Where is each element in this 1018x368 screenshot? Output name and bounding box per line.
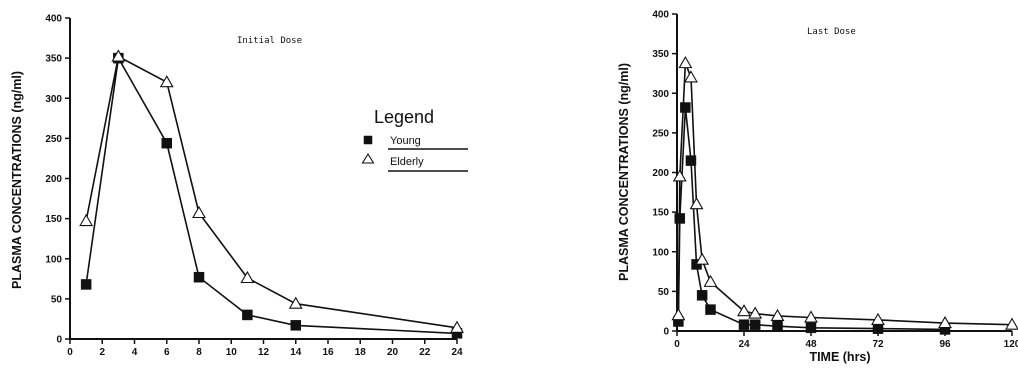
y-tick-label: 100 bbox=[652, 247, 669, 258]
data-point-elderly bbox=[79, 213, 94, 227]
series-line-young bbox=[85, 55, 458, 335]
legend-label-elderly: Elderly bbox=[390, 156, 424, 168]
x-tick-label: 6 bbox=[164, 347, 170, 358]
series-line-young bbox=[677, 107, 946, 331]
x-tick-group: 0 24 48 72 96 120 bbox=[674, 331, 1018, 350]
data-point-young bbox=[80, 279, 92, 290]
data-point-elderly bbox=[703, 274, 718, 287]
data-point-elderly bbox=[695, 252, 710, 265]
data-point-young bbox=[685, 155, 697, 166]
y-tick-label: 0 bbox=[56, 335, 62, 346]
y-tick-label: 350 bbox=[45, 54, 62, 65]
data-point-elderly bbox=[450, 320, 464, 333]
x-tick-group: 0 2 4 6 8 10 12 14 16 18 20 22 24 bbox=[67, 339, 463, 358]
x-tick-label: 0 bbox=[67, 347, 73, 358]
data-point-elderly bbox=[288, 296, 303, 309]
y-tick-label: 200 bbox=[652, 168, 669, 179]
data-point-young bbox=[161, 137, 172, 149]
data-point-young bbox=[805, 322, 817, 334]
data-point-elderly bbox=[111, 49, 126, 62]
x-tick-label: 20 bbox=[387, 347, 399, 358]
y-tick-label: 300 bbox=[652, 89, 669, 100]
data-point-young bbox=[290, 320, 301, 331]
x-tick-label: 4 bbox=[132, 347, 138, 358]
x-tick-label: 48 bbox=[805, 339, 817, 350]
x-tick-label: 8 bbox=[196, 347, 202, 358]
y-tick-label: 0 bbox=[663, 327, 669, 338]
data-point-young bbox=[705, 304, 716, 315]
data-point-elderly bbox=[1005, 317, 1018, 330]
legend-marker-elderly bbox=[361, 152, 375, 164]
x-tick-label: 24 bbox=[738, 339, 750, 350]
chart-title: Initial Dose bbox=[237, 36, 302, 46]
data-point-young bbox=[772, 320, 783, 332]
data-point-elderly bbox=[748, 306, 763, 319]
series-line-elderly bbox=[85, 55, 458, 329]
legend-label-young: Young bbox=[390, 135, 421, 147]
data-point-elderly bbox=[938, 315, 952, 329]
x-tick-label: 2 bbox=[99, 347, 105, 358]
y-tick-label: 300 bbox=[45, 94, 62, 105]
y-axis-label: PLASMA CONCENTRATIONS (ng/ml) bbox=[617, 63, 631, 281]
y-tick-group: 0 50 100 150 200 250 300 350 400 bbox=[45, 14, 70, 346]
y-tick-label: 200 bbox=[45, 174, 62, 185]
x-tick-label: 0 bbox=[674, 339, 680, 350]
y-tick-label: 400 bbox=[45, 14, 62, 25]
data-point-young bbox=[872, 323, 884, 334]
y-tick-label: 150 bbox=[652, 208, 669, 219]
y-tick-label: 250 bbox=[45, 134, 62, 145]
data-point-young bbox=[193, 271, 205, 283]
data-point-elderly bbox=[678, 56, 693, 69]
data-point-young bbox=[749, 319, 761, 330]
y-tick-group: 0 50 100 150 200 250 300 350 400 bbox=[652, 10, 677, 338]
legend-marker-young bbox=[363, 135, 373, 145]
series-group bbox=[79, 49, 464, 339]
x-tick-label: 120 bbox=[1004, 339, 1018, 350]
data-point-young bbox=[696, 290, 708, 301]
x-tick-label: 12 bbox=[258, 347, 270, 358]
legend: Legend Young Elderly bbox=[361, 107, 468, 172]
x-tick-label: 14 bbox=[290, 347, 302, 358]
data-point-elderly bbox=[159, 75, 174, 88]
y-tick-label: 100 bbox=[45, 254, 62, 265]
legend-title: Legend bbox=[374, 107, 434, 127]
y-tick-label: 50 bbox=[658, 287, 670, 298]
data-point-young bbox=[680, 102, 691, 113]
y-tick-label: 350 bbox=[652, 49, 669, 60]
y-axis-label: PLASMA CONCENTRATIONS (ng/ml) bbox=[10, 71, 24, 289]
data-point-elderly bbox=[737, 304, 751, 317]
y-tick-label: 50 bbox=[51, 294, 63, 305]
data-point-young bbox=[242, 309, 253, 321]
data-point-elderly bbox=[192, 205, 206, 219]
series-line-elderly bbox=[677, 62, 1013, 326]
data-point-elderly bbox=[240, 270, 255, 284]
data-point-elderly bbox=[689, 197, 704, 210]
data-point-elderly bbox=[871, 312, 885, 325]
y-tick-label: 400 bbox=[652, 10, 669, 21]
y-tick-label: 250 bbox=[652, 128, 669, 139]
x-tick-label: 10 bbox=[226, 347, 238, 358]
data-point-elderly bbox=[684, 70, 698, 83]
data-point-young bbox=[738, 319, 750, 330]
y-tick-label: 150 bbox=[45, 214, 62, 225]
x-axis-label: TIME (hrs) bbox=[809, 350, 870, 364]
x-tick-label: 16 bbox=[322, 347, 334, 358]
x-tick-label: 96 bbox=[939, 339, 951, 350]
data-point-elderly bbox=[804, 310, 818, 323]
chart-last-dose: 0 50 100 150 200 250 300 350 400 0 24 48 72 96 120 PL… bbox=[617, 10, 1018, 364]
data-point-elderly bbox=[672, 169, 687, 182]
x-tick-label: 72 bbox=[872, 339, 884, 350]
chart-title: Last Dose bbox=[807, 27, 856, 37]
data-point-elderly bbox=[770, 308, 785, 321]
x-tick-label: 24 bbox=[451, 347, 463, 358]
series-group bbox=[671, 56, 1018, 335]
data-point-elderly bbox=[671, 308, 686, 321]
x-tick-label: 18 bbox=[355, 347, 367, 358]
x-tick-label: 22 bbox=[419, 347, 431, 358]
